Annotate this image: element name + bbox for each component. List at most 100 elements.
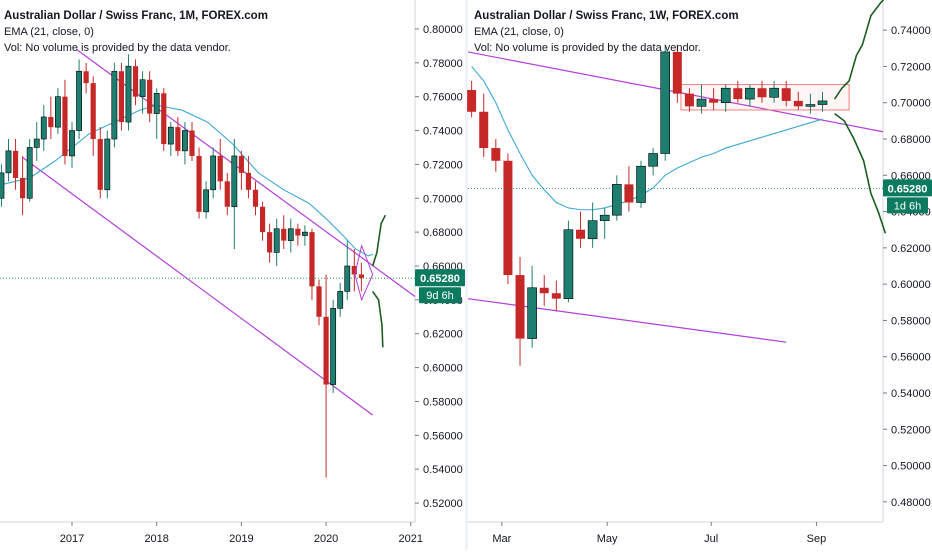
symbol-title[interactable]: Australian Dollar / Swiss Franc, 1M, FOR… bbox=[4, 10, 268, 22]
candle-body bbox=[245, 172, 252, 190]
candle-body bbox=[196, 155, 202, 212]
candle-body bbox=[720, 87, 731, 104]
candle-body bbox=[224, 181, 230, 207]
candle-body bbox=[467, 90, 477, 112]
price-tick-label: 0.80000 bbox=[423, 24, 463, 36]
chart-legend-weekly: Australian Dollar / Swiss Franc, 1W, FOR… bbox=[474, 8, 739, 56]
candle-body bbox=[733, 88, 743, 100]
candle-body bbox=[636, 165, 646, 203]
symbol-title[interactable]: Australian Dollar / Swiss Franc, 1W, FOR… bbox=[474, 10, 739, 22]
pane-divider bbox=[465, 0, 468, 550]
price-tick-label: 0.62000 bbox=[891, 243, 931, 255]
candle-body bbox=[62, 96, 68, 156]
candle-body bbox=[76, 70, 82, 131]
time-tick-label: Jul bbox=[704, 533, 718, 545]
candle-body bbox=[491, 148, 501, 161]
bar-countdown-label: 1d 6h bbox=[894, 200, 922, 212]
candle-body bbox=[648, 153, 658, 167]
candle-body bbox=[781, 88, 791, 101]
weekly-chart-pane: 0.48000 0.50000 0.52000 0.54000 0.56000 0.580… bbox=[467, 0, 932, 545]
time-tick-label: 2019 bbox=[229, 533, 253, 545]
candle-body bbox=[139, 79, 146, 97]
candle-body bbox=[182, 130, 188, 152]
candle-body bbox=[153, 92, 160, 114]
candle-body bbox=[203, 189, 210, 213]
candle-body bbox=[337, 291, 344, 309]
time-tick-label: May bbox=[597, 533, 618, 545]
candle-body bbox=[12, 150, 19, 178]
price-tick-label: 0.74000 bbox=[423, 126, 463, 138]
monthly-chart-pane: 0.52000 0.54000 0.56000 0.58000 0.60000 0.620… bbox=[0, 0, 465, 545]
price-tick-label: 0.58000 bbox=[423, 396, 463, 408]
bar-countdown-label: 9d 6h bbox=[426, 290, 454, 302]
candle-body bbox=[118, 71, 125, 123]
candle-body bbox=[69, 130, 75, 157]
candle-body bbox=[259, 206, 266, 233]
candle-body bbox=[217, 155, 223, 182]
candle-body bbox=[83, 71, 89, 84]
candle-body bbox=[515, 275, 525, 339]
candle-body bbox=[709, 99, 719, 103]
price-tick-label: 0.52000 bbox=[423, 498, 463, 510]
price-tick-label: 0.58000 bbox=[891, 315, 931, 327]
price-tick-label: 0.62000 bbox=[423, 329, 463, 341]
channel-upper-line bbox=[75, 48, 416, 297]
candle-body bbox=[805, 104, 816, 107]
candle-body bbox=[302, 231, 308, 236]
time-tick-label: 2017 bbox=[60, 533, 84, 545]
ema-line bbox=[471, 66, 823, 211]
candle-body bbox=[167, 126, 174, 145]
candle-body bbox=[175, 127, 181, 151]
candle-body bbox=[5, 150, 12, 174]
volume-indicator-label[interactable]: Vol: No volume is provided by the data v… bbox=[4, 42, 231, 54]
price-tick-label: 0.60000 bbox=[891, 279, 931, 291]
time-tick-label: Mar bbox=[492, 533, 511, 545]
candle-body bbox=[48, 116, 54, 128]
candle-body bbox=[316, 286, 322, 317]
triangle-pattern bbox=[354, 243, 374, 302]
current-price-badge bbox=[415, 269, 465, 287]
price-tick-label: 0.48000 bbox=[891, 497, 931, 509]
candle-body bbox=[817, 100, 828, 105]
candle-body bbox=[672, 51, 682, 94]
candle-body bbox=[503, 160, 513, 276]
candle-body bbox=[351, 266, 357, 275]
candle-body bbox=[684, 93, 694, 107]
price-tick-label: 0.72000 bbox=[423, 159, 463, 171]
candle-body bbox=[40, 116, 47, 140]
candle-body bbox=[125, 65, 132, 123]
price-tick-label: 0.60000 bbox=[423, 363, 463, 375]
bearish-projection-path bbox=[371, 290, 384, 348]
price-tick-label: 0.66000 bbox=[891, 170, 931, 182]
candle-body bbox=[323, 316, 329, 385]
price-tick-label: 0.74000 bbox=[891, 25, 931, 37]
time-tick-label: 2021 bbox=[399, 533, 423, 545]
price-tick-label: 0.78000 bbox=[423, 58, 463, 70]
candle-body bbox=[757, 88, 767, 98]
price-tick-label: 0.56000 bbox=[891, 352, 931, 364]
channel-lower-line bbox=[22, 157, 374, 416]
candle-body bbox=[696, 98, 707, 107]
candle-body bbox=[576, 229, 586, 239]
candle-body bbox=[660, 51, 671, 154]
candle-body bbox=[309, 232, 315, 287]
candle-body bbox=[97, 139, 103, 190]
price-tick-label: 0.76000 bbox=[423, 92, 463, 104]
ema-indicator-label[interactable]: EMA (21, close, 0) bbox=[474, 26, 564, 38]
candle-body bbox=[551, 293, 561, 299]
volume-indicator-label[interactable]: Vol: No volume is provided by the data v… bbox=[474, 42, 701, 54]
price-tick-label: 0.54000 bbox=[891, 388, 931, 400]
time-tick-label: 2020 bbox=[314, 533, 338, 545]
candle-body bbox=[612, 184, 622, 216]
price-tick-label: 0.70000 bbox=[423, 193, 463, 205]
candle-body bbox=[267, 232, 273, 253]
price-tick-label: 0.54000 bbox=[423, 464, 463, 476]
candle-body bbox=[599, 214, 610, 221]
candle-body bbox=[745, 87, 755, 100]
candle-body bbox=[231, 155, 238, 208]
candle-body bbox=[287, 228, 294, 241]
price-tick-label: 0.68000 bbox=[423, 227, 463, 239]
ema-indicator-label[interactable]: EMA (21, close, 0) bbox=[4, 26, 94, 38]
candle-body bbox=[33, 138, 40, 148]
candle-body bbox=[132, 66, 139, 97]
